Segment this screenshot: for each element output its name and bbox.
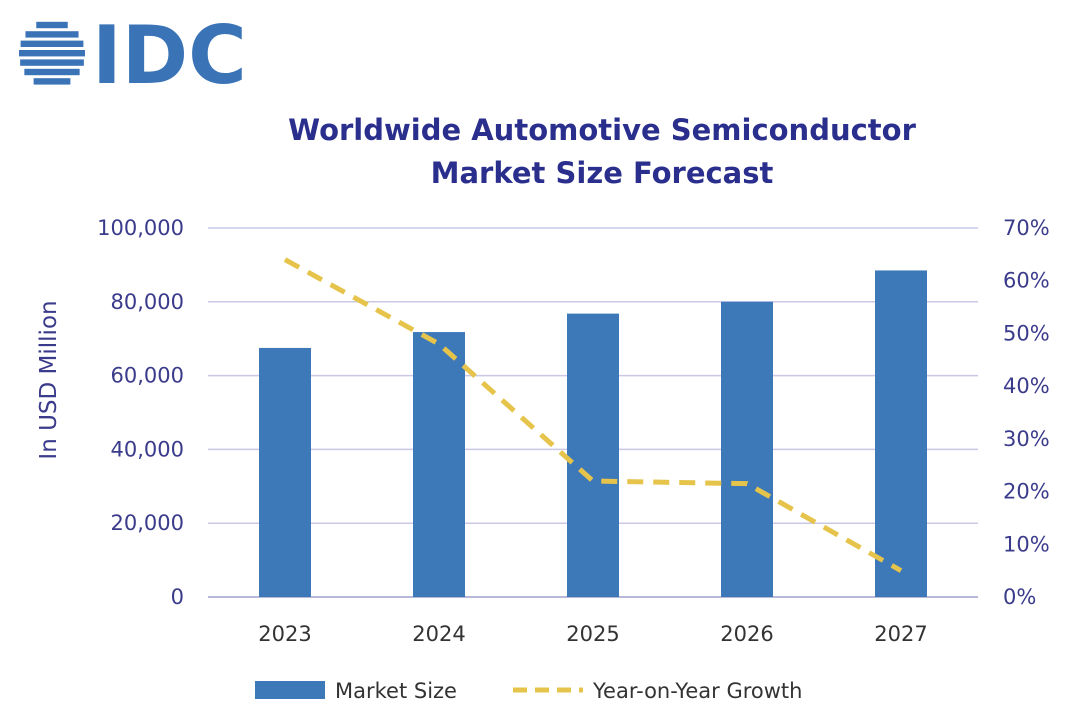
logo-stripe xyxy=(20,40,84,47)
right-tick-label: 40% xyxy=(1003,374,1050,398)
legend-label-market-size: Market Size xyxy=(335,679,457,703)
bar-2023 xyxy=(259,347,311,597)
logo-stripe xyxy=(36,21,68,29)
legend: Market Size Year-on-Year Growth xyxy=(255,679,802,703)
legend-label-growth: Year-on-Year Growth xyxy=(592,679,802,703)
legend-swatch-market-size xyxy=(255,681,325,699)
logo-stripe xyxy=(25,31,79,38)
right-tick-label: 60% xyxy=(1003,269,1050,293)
bar-2024 xyxy=(413,332,465,597)
left-tick-label: 20,000 xyxy=(111,511,184,535)
logo-stripe xyxy=(19,50,85,57)
x-axis-ticks: 2023 2024 2025 2026 2027 xyxy=(258,622,927,646)
right-tick-label: 50% xyxy=(1003,321,1050,345)
left-tick-label: 80,000 xyxy=(111,290,184,314)
right-tick-label: 30% xyxy=(1003,427,1050,451)
right-tick-label: 10% xyxy=(1003,532,1050,556)
line-series xyxy=(283,257,903,573)
x-tick-label: 2025 xyxy=(566,622,619,646)
chart-title-line-2: Market Size Forecast xyxy=(431,156,774,190)
logo-globe-icon xyxy=(19,21,85,85)
logo-text: IDC xyxy=(92,9,247,102)
bar-2026 xyxy=(721,301,773,597)
right-axis-ticks: 0% 10% 20% 30% 40% 50% 60% 70% xyxy=(1003,216,1050,609)
bar-2027 xyxy=(875,270,927,597)
x-tick-label: 2026 xyxy=(720,622,773,646)
left-tick-label: 40,000 xyxy=(111,437,184,461)
x-tick-label: 2024 xyxy=(412,622,465,646)
x-tick-label: 2027 xyxy=(874,622,927,646)
growth-line xyxy=(283,257,903,573)
logo-stripe xyxy=(24,68,80,76)
left-axis-ticks: 0 20,000 40,000 60,000 80,000 100,000 xyxy=(97,216,184,609)
logo-stripe xyxy=(33,78,71,85)
bar-series xyxy=(259,270,927,597)
logo-stripe xyxy=(20,59,84,66)
bar-2025 xyxy=(567,313,619,597)
right-tick-label: 0% xyxy=(1003,585,1036,609)
left-tick-label: 0 xyxy=(171,585,184,609)
x-tick-label: 2023 xyxy=(258,622,311,646)
left-tick-label: 100,000 xyxy=(97,216,184,240)
y-axis-label: In USD Million xyxy=(36,300,62,459)
left-tick-label: 60,000 xyxy=(111,364,184,388)
idc-logo: IDC xyxy=(19,9,247,102)
right-tick-label: 70% xyxy=(1003,216,1050,240)
chart-title-line-1: Worldwide Automotive Semiconductor xyxy=(288,113,916,147)
right-tick-label: 20% xyxy=(1003,480,1050,504)
